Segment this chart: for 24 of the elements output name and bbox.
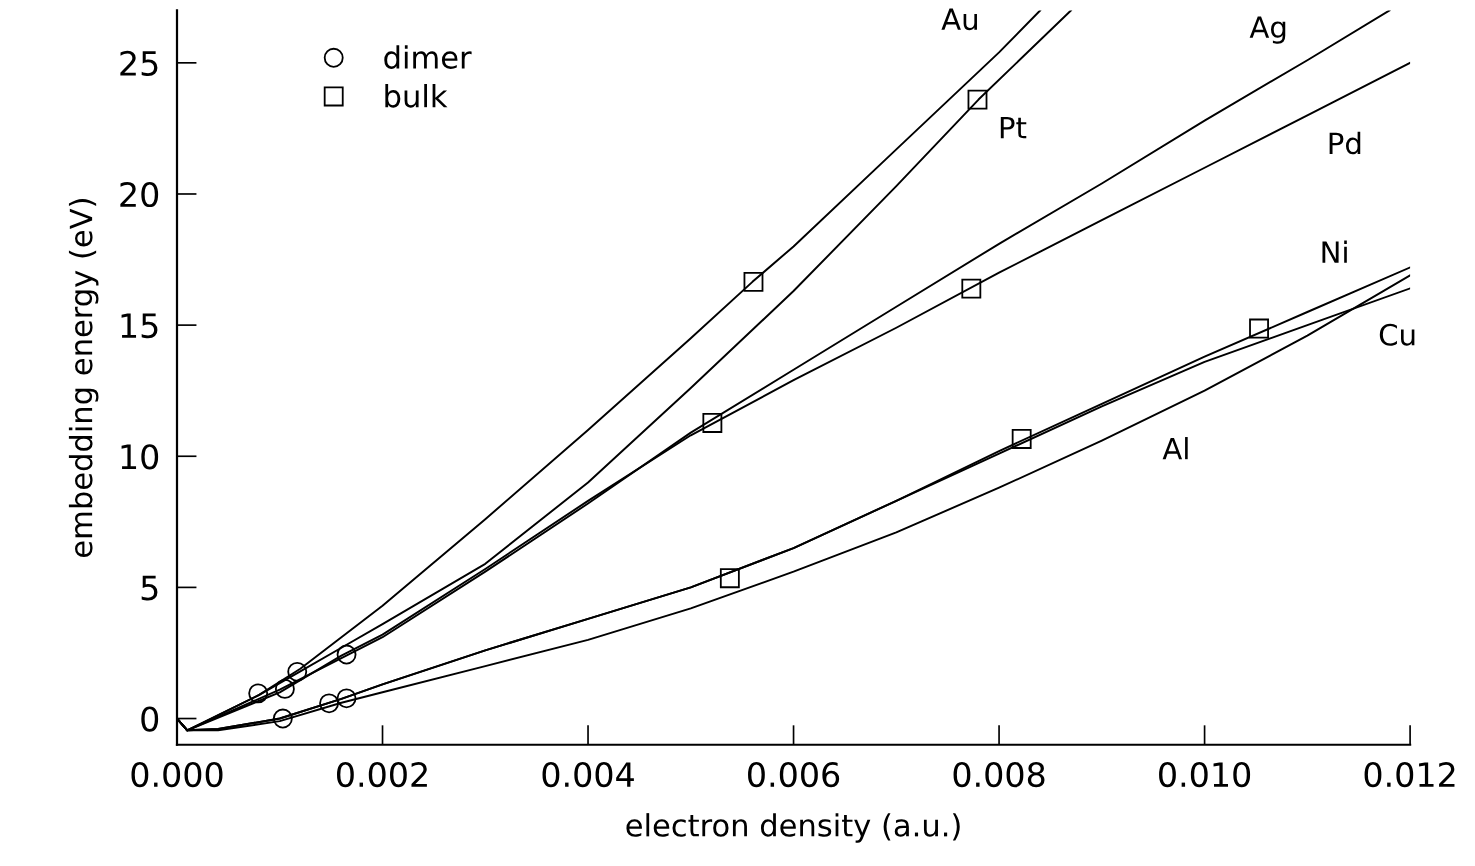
annotation: Au — [941, 8, 977, 31]
x-tick-label: 0.002 — [337, 762, 427, 788]
y-tick-label: 5 — [141, 575, 158, 601]
annotation: Ag — [1249, 16, 1286, 44]
x-tick-label: 0.000 — [131, 762, 223, 788]
x-tick-label: 0.010 — [1159, 762, 1251, 788]
x-tick-label: 0.008 — [953, 762, 1045, 788]
x-tick-label: 0.004 — [542, 762, 634, 788]
x-axis-title: electron density (a.u.) — [626, 813, 960, 843]
y-tick-label: 10 — [121, 444, 159, 470]
y-tick-label: 20 — [120, 181, 159, 208]
legend-label: bulk — [385, 83, 448, 108]
annotation: Pd — [1329, 131, 1361, 155]
y-axis-title: embedding energy (eV) — [68, 199, 99, 558]
x-tick-label: 0.012 — [1364, 762, 1455, 788]
annotation: Cu — [1379, 323, 1415, 346]
annotation: Pt — [1000, 116, 1027, 139]
y-tick-label: 15 — [121, 313, 158, 339]
legend-label: dimer — [384, 45, 472, 69]
annotation: Al — [1162, 437, 1188, 460]
x-tick-label: 0.006 — [748, 762, 840, 788]
annotation: Ni — [1322, 240, 1347, 263]
y-tick-label: 25 — [120, 50, 158, 76]
y-tick-label: 0 — [141, 706, 159, 732]
